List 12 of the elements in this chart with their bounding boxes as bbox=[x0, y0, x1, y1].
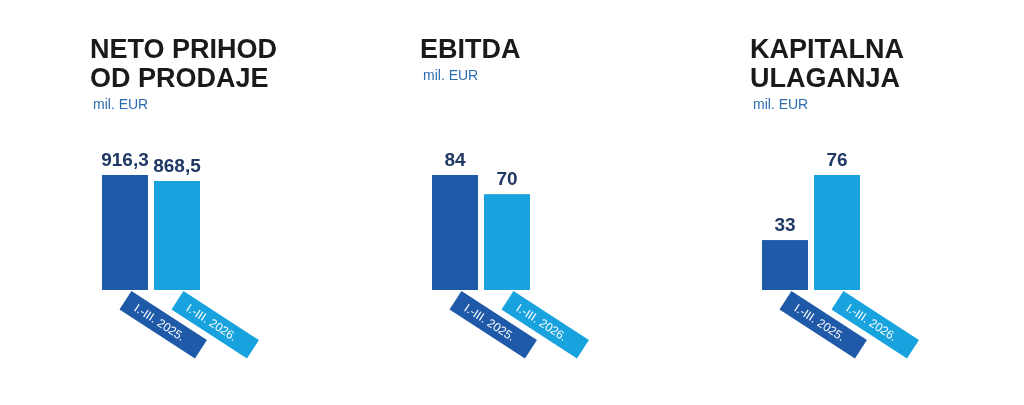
chart-subtitle: mil. EUR bbox=[423, 67, 479, 83]
data-label: 76 bbox=[826, 149, 848, 170]
data-label: 33 bbox=[774, 214, 796, 236]
chart-title: KAPITALNA ULAGANJA bbox=[750, 34, 904, 93]
data-label: 868,5 bbox=[153, 155, 202, 176]
chart-title: NETO PRIHOD OD PRODAJE bbox=[90, 34, 278, 93]
data-label: 70 bbox=[496, 168, 518, 190]
chart-subtitle: mil. EUR bbox=[93, 96, 149, 112]
data-label: 84 bbox=[444, 149, 466, 170]
data-label: 916,3 bbox=[101, 149, 149, 170]
chart-subtitle: mil. EUR bbox=[753, 96, 809, 112]
chart-title: EBITDA bbox=[420, 34, 521, 64]
